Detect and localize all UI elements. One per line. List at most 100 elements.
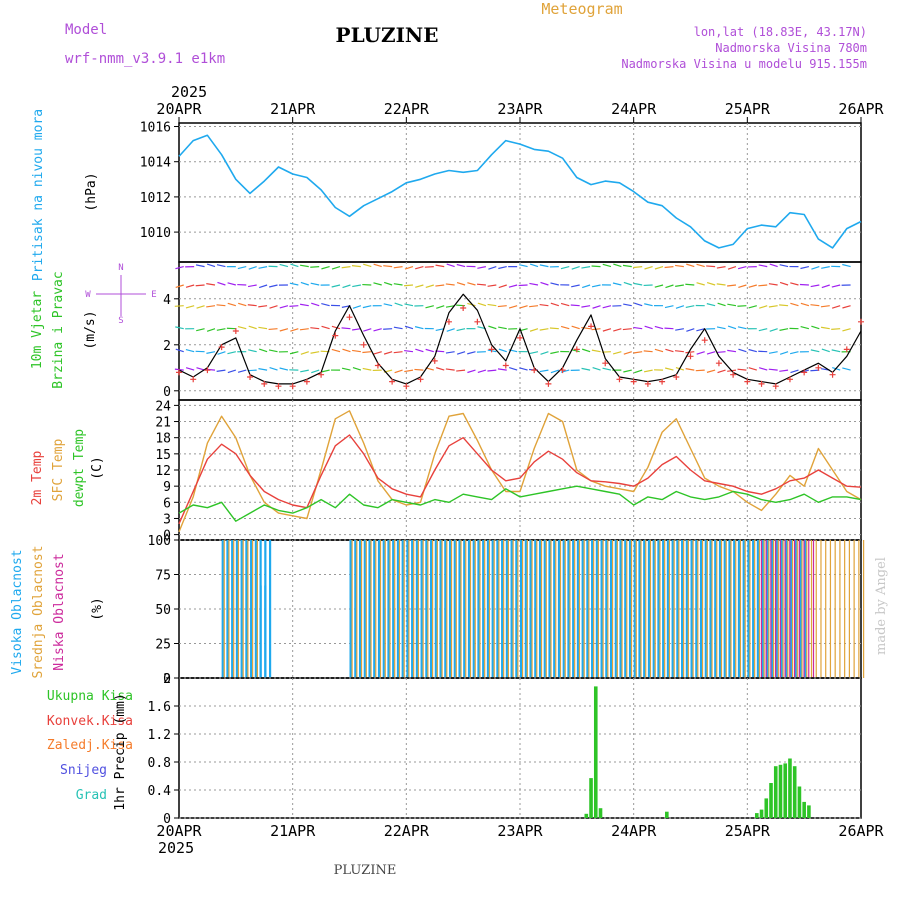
cloud-bar (666, 540, 670, 678)
wind-barb (393, 266, 403, 269)
cloud-bar (806, 540, 808, 678)
cloud-bar (791, 540, 794, 678)
wind-barb (363, 328, 372, 332)
cloud-bar (529, 540, 532, 678)
niska-label: Niska Oblacnost (52, 553, 67, 670)
cloud-bar (737, 540, 741, 678)
cloud-bar (775, 540, 778, 678)
cloud-bar (453, 540, 456, 678)
x-label-top: 25APR (725, 100, 771, 118)
wind-barb (685, 283, 695, 286)
product-title: Meteogram (541, 0, 622, 18)
wind-barb (415, 266, 424, 270)
wind-barb (727, 266, 737, 270)
wind-barb (571, 266, 580, 270)
x-label-top: 20APR (156, 100, 202, 118)
wind-barb (467, 302, 476, 307)
wind-barb (529, 282, 539, 286)
zaledj-label: Zaledj.Kisa (47, 738, 133, 753)
wind-ylabel-2: Brzina i Pravac (51, 271, 66, 388)
wind-barb (310, 282, 320, 286)
wind-barb (456, 369, 466, 372)
cloud-bar (739, 540, 742, 678)
cloud-bar (801, 540, 803, 678)
cloud-bar (379, 540, 382, 678)
cloud-bar (370, 540, 372, 678)
cloud-bar (436, 540, 438, 678)
wind-barb (686, 328, 695, 332)
wind-barb (550, 302, 560, 307)
temp-ytick-label: 18 (155, 432, 171, 447)
precip-bar (769, 783, 773, 818)
wind-barb (759, 305, 768, 309)
wind-barb (248, 325, 257, 330)
sfc-temp-line (178, 410, 862, 533)
cloud-bar (616, 540, 618, 678)
wind-gust-marker (602, 360, 609, 367)
wind-barb (540, 281, 549, 286)
wind-barb (425, 305, 434, 309)
cloud-bar (240, 540, 243, 678)
wind-barb (592, 305, 601, 309)
wind-barb (195, 264, 205, 268)
cloud-bar (643, 540, 646, 678)
wind-barb (529, 328, 539, 332)
precip-bar (778, 764, 783, 818)
wind-barb (612, 282, 622, 286)
cloud-bar (668, 540, 671, 678)
wind-barb (643, 350, 653, 353)
wind-barb (540, 351, 549, 355)
wind-gust-marker (673, 374, 680, 380)
wind-gust-marker (801, 369, 808, 376)
wind-barb (810, 349, 820, 353)
wind-barb (259, 348, 268, 353)
watermark: made by Angel (874, 557, 889, 655)
wind-barb (279, 263, 289, 268)
wind-barb (811, 266, 820, 270)
x-label-top: 24APR (611, 100, 657, 118)
wind-barb (487, 369, 497, 372)
wind-gust-marker (758, 380, 765, 387)
wind-barb (435, 328, 445, 332)
wind-barb (351, 265, 361, 268)
cloud-bar (720, 540, 723, 678)
cloud-bar (463, 540, 466, 678)
wind-barb (737, 368, 747, 371)
pressure-ytick-label: 1014 (140, 156, 171, 171)
wind-barb (581, 348, 591, 353)
wind-barb (300, 351, 309, 355)
cloud-bar (614, 540, 617, 678)
wind-barb (498, 348, 507, 353)
wind-barb (237, 369, 247, 373)
wind-barb (247, 304, 257, 307)
wind-barb (456, 263, 466, 268)
wind-barb (310, 351, 320, 354)
compass-e: E (151, 290, 156, 300)
wind-barb (644, 325, 653, 330)
sfc-temp-label: SFC Temp (51, 439, 66, 502)
cloud-bar (685, 540, 688, 678)
cloud-bar (256, 540, 258, 678)
wind-barb (477, 369, 487, 374)
wind-barb (727, 349, 737, 353)
cloud-bar (387, 540, 390, 678)
wind-barb (769, 328, 778, 332)
cloud-bar (432, 540, 434, 678)
wind-barb (362, 351, 372, 354)
wind-barb (591, 349, 601, 353)
compass-s: S (118, 316, 123, 326)
wind-barb (290, 263, 299, 268)
cloud-bar (467, 540, 471, 678)
ukupna-label: Ukupna Kisa (47, 689, 133, 704)
cloud-bar (630, 540, 633, 678)
wind-barb (758, 367, 768, 371)
temp-ytick-label: 12 (155, 464, 171, 479)
pressure-ytick-label: 1010 (140, 226, 171, 241)
precip-bar (589, 778, 593, 818)
cloud-bar (543, 540, 546, 678)
cloud-bar (657, 540, 660, 678)
model-elevation-label: Nadmorska Visina u modelu 915.155m (621, 57, 867, 71)
cloud-bar (611, 540, 614, 678)
wind-unit: (m/s) (83, 310, 98, 349)
wind-barb (383, 265, 393, 268)
